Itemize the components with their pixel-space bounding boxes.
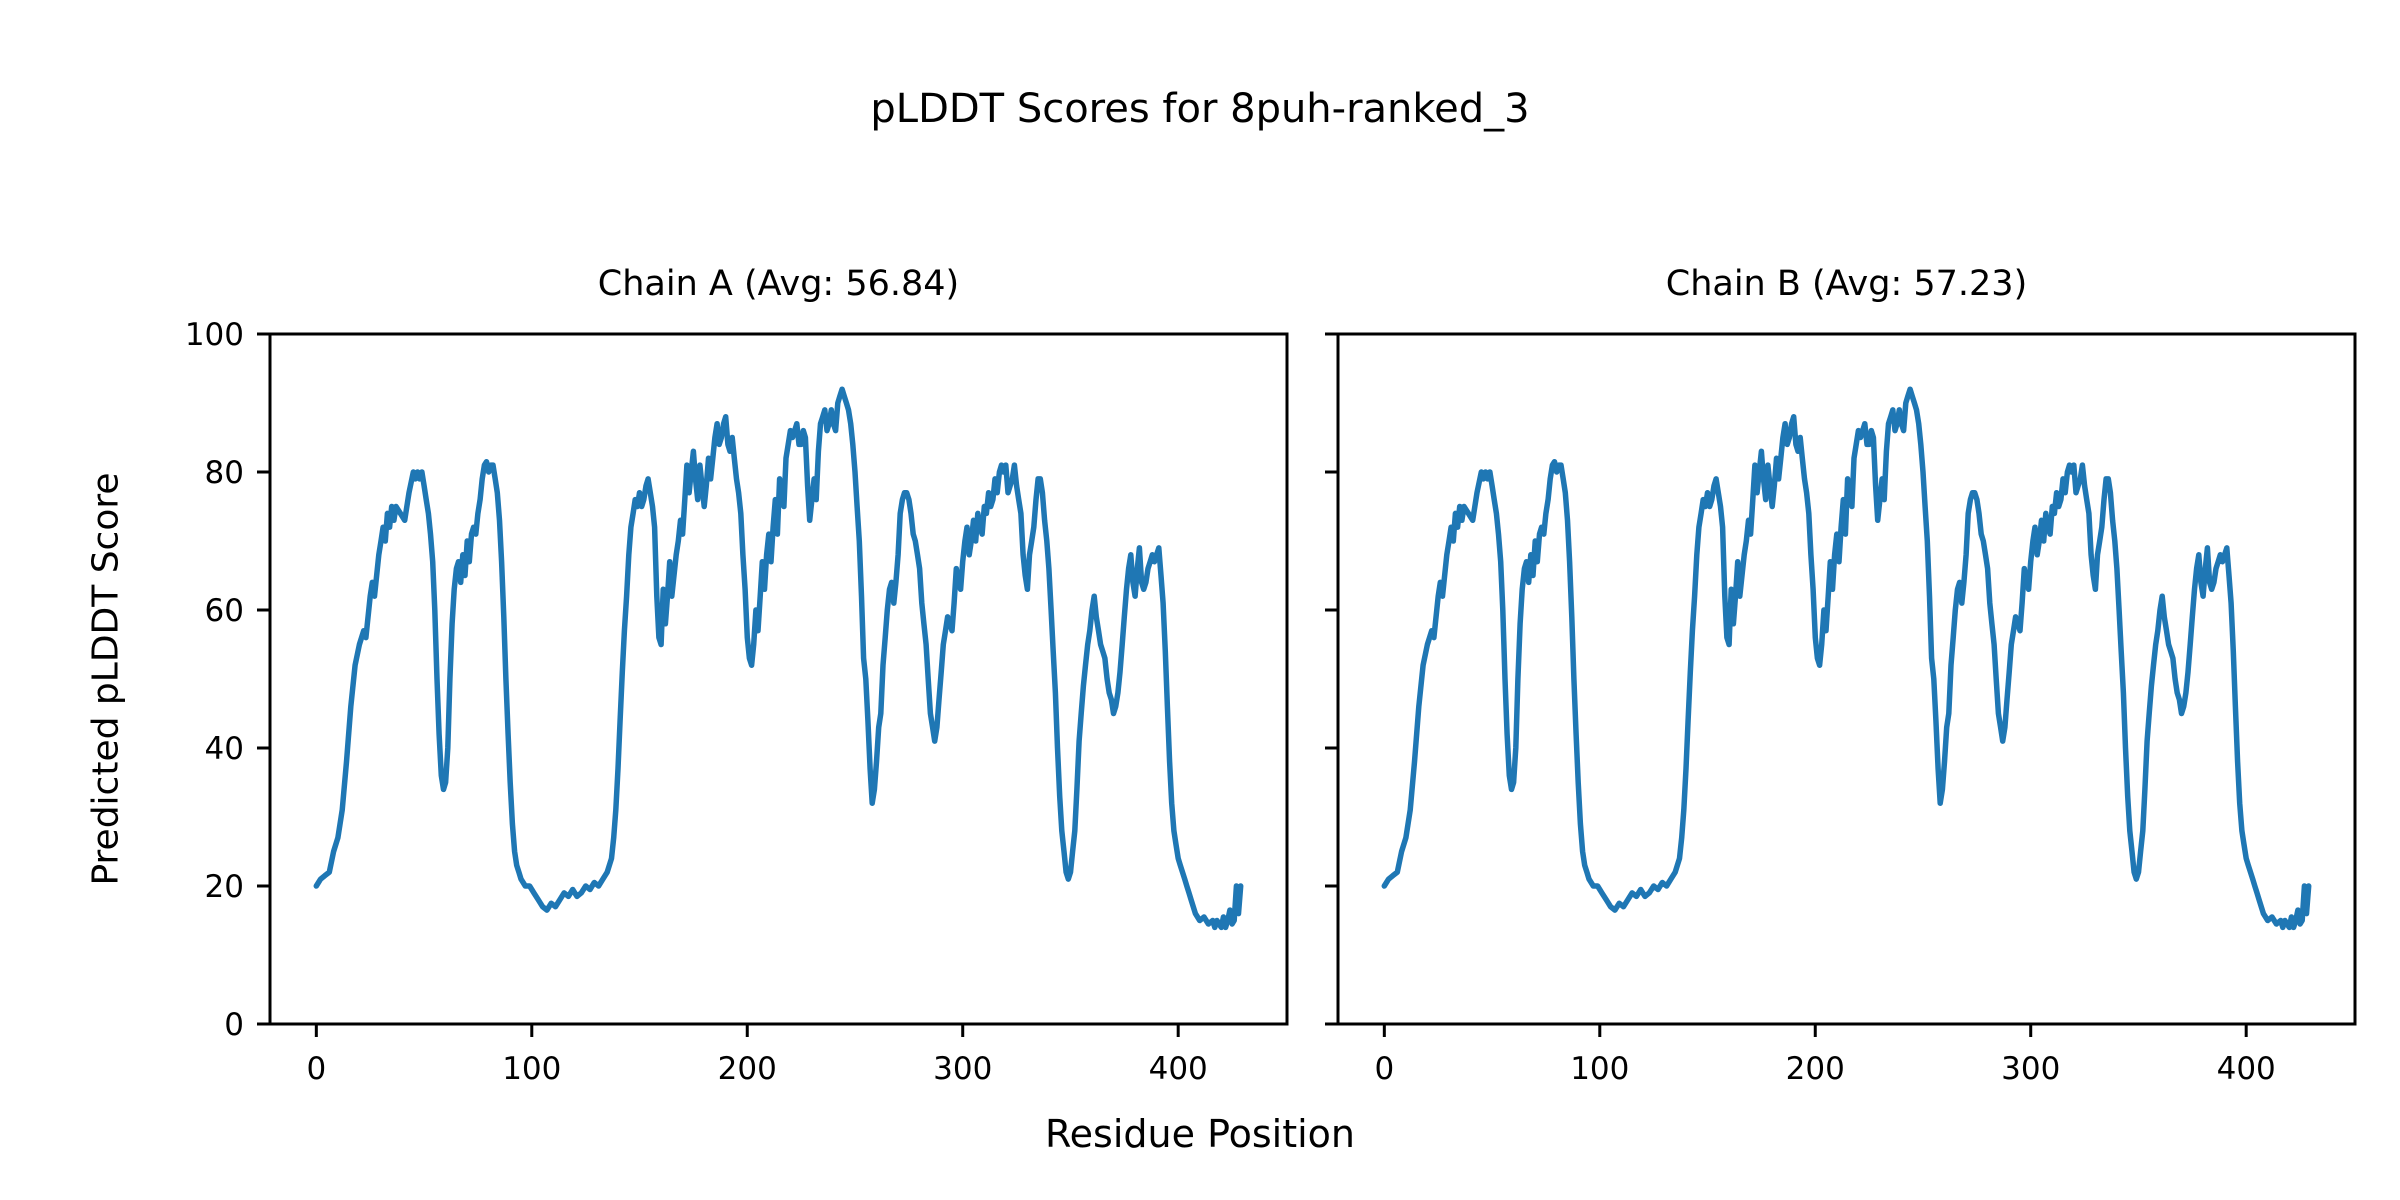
x-tick-label-chain-b: 100 xyxy=(1570,1051,1629,1087)
plot-border-chain-b xyxy=(1336,332,2357,1026)
y-tick-label: 20 xyxy=(205,869,244,905)
x-tick-label-chain-a: 300 xyxy=(933,1051,992,1087)
plddt-line-chain-a xyxy=(313,386,1244,931)
x-tick-label-chain-b: 400 xyxy=(2217,1051,2276,1087)
x-tick-label-chain-b: 0 xyxy=(1374,1051,1394,1087)
x-axis-label: Residue Position xyxy=(1044,1112,1356,1156)
x-tick-label-chain-b: 200 xyxy=(1786,1051,1845,1087)
x-tick-label-chain-a: 400 xyxy=(1149,1051,1208,1087)
subplot-title-chain-a: Chain A (Avg: 56.84) xyxy=(597,264,960,304)
x-tick-label-chain-a: 0 xyxy=(306,1051,326,1087)
y-tick-label: 40 xyxy=(205,731,244,767)
y-tick-label: 60 xyxy=(205,593,244,629)
subplot-title-chain-b: Chain B (Avg: 57.23) xyxy=(1665,264,2028,304)
figure-title: pLDDT Scores for 8puh-ranked_3 xyxy=(870,86,1530,132)
x-tick-label-chain-a: 100 xyxy=(502,1051,561,1087)
plot-border-chain-a xyxy=(268,332,1289,1026)
x-tick-label-chain-b: 300 xyxy=(2001,1051,2060,1087)
plddt-line-chain-b xyxy=(1381,386,2312,931)
y-tick-label: 80 xyxy=(205,455,244,491)
x-tick-label-chain-a: 200 xyxy=(718,1051,777,1087)
y-tick-label: 0 xyxy=(224,1007,244,1043)
y-tick-label: 100 xyxy=(185,317,244,353)
